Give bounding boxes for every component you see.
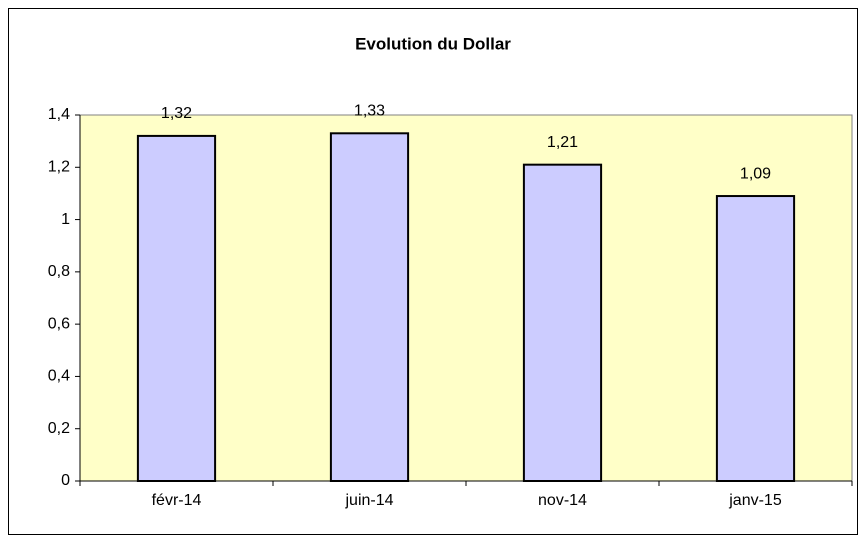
y-tick-label: 0,4 xyxy=(48,368,70,385)
y-tick-label: 1,2 xyxy=(48,159,70,176)
y-tick-label: 0,8 xyxy=(48,263,70,280)
bar xyxy=(136,134,217,483)
data-label: 1,09 xyxy=(740,165,771,182)
bar xyxy=(522,163,603,483)
y-tick-label: 1 xyxy=(61,211,70,228)
data-label: 1,21 xyxy=(547,134,578,151)
x-tick-label: févr-14 xyxy=(152,492,202,509)
x-tick-label: nov-14 xyxy=(538,492,587,509)
bar xyxy=(715,195,796,483)
y-tick-label: 1,4 xyxy=(48,106,70,123)
bar xyxy=(329,132,410,483)
data-label: 1,33 xyxy=(354,103,385,120)
y-tick-label: 0 xyxy=(61,472,70,489)
chart-title: Evolution du Dollar xyxy=(355,34,511,53)
data-label: 1,32 xyxy=(161,105,192,122)
y-tick-label: 0,2 xyxy=(48,420,70,437)
y-tick-label: 0,6 xyxy=(48,315,70,332)
x-tick-label: janv-15 xyxy=(728,492,782,509)
x-tick-label: juin-14 xyxy=(344,492,393,509)
